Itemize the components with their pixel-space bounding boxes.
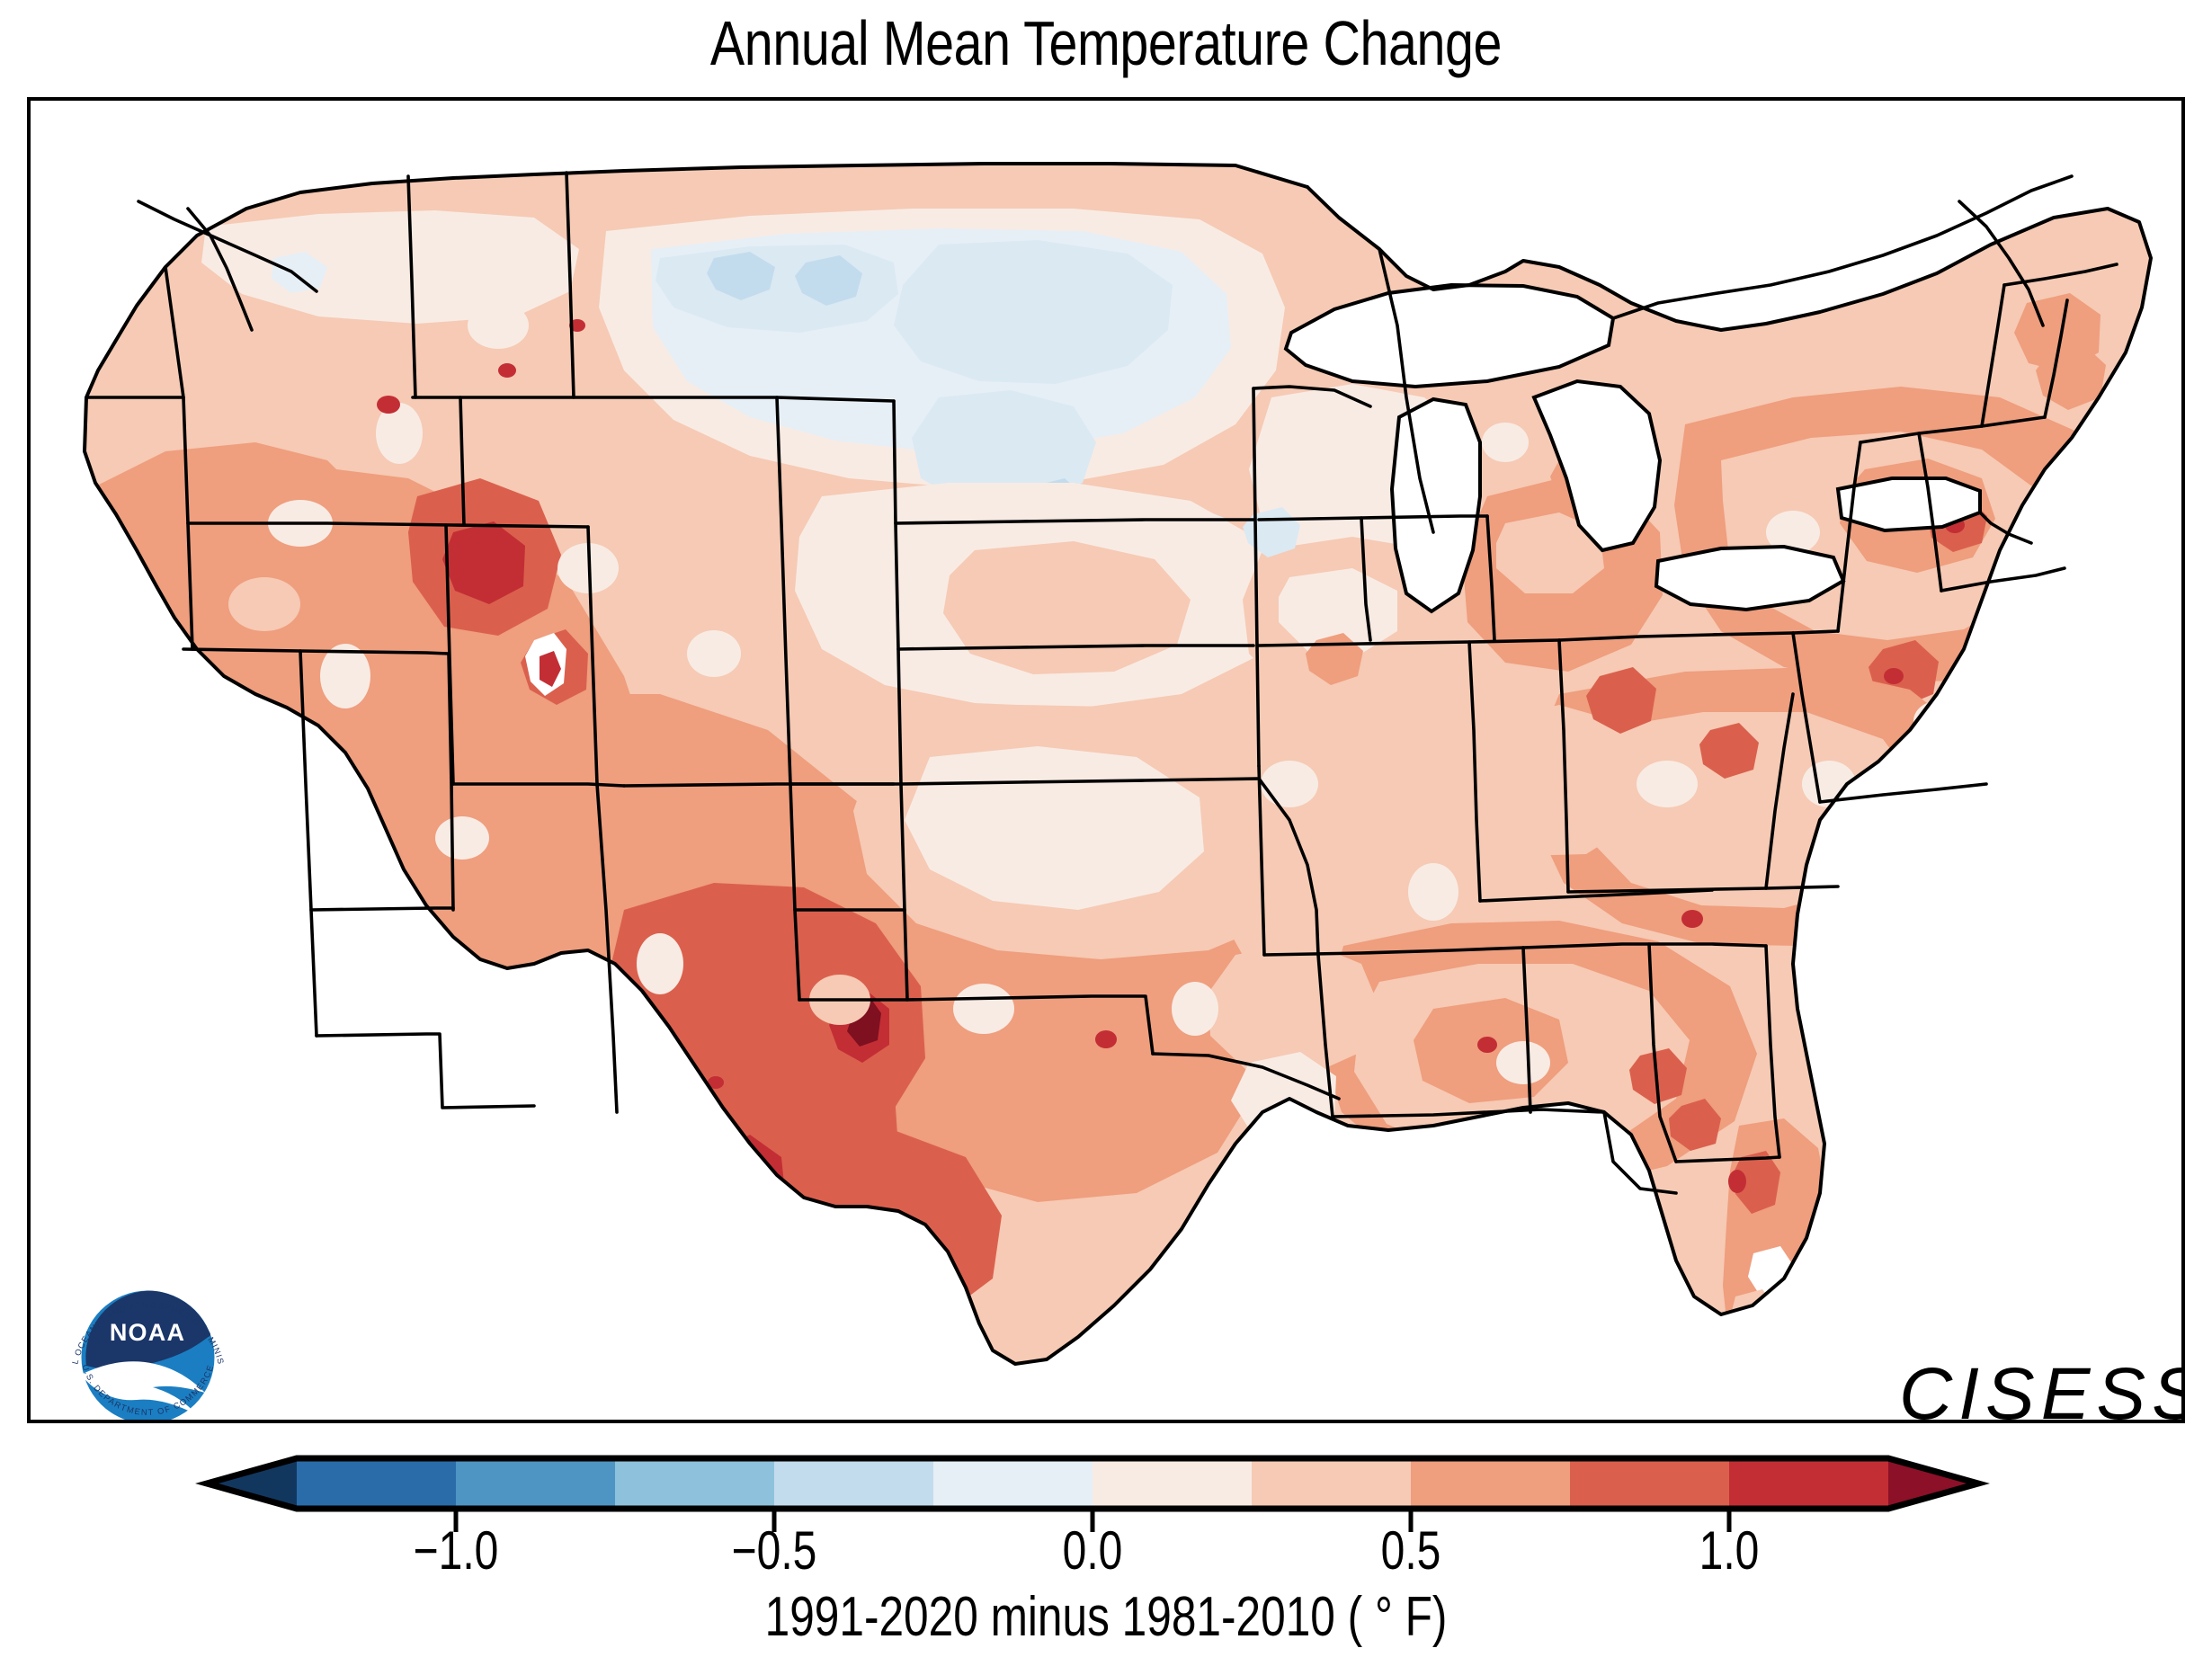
colorbar-tick-label: 0.5 <box>1380 1520 1441 1581</box>
colorbar-axis-label: 1991-2020 minus 1981-2010 ( ° F) <box>764 1585 1448 1648</box>
colorbar-band <box>615 1458 775 1509</box>
colorbar-over-arrow <box>1888 1458 1978 1509</box>
colorbar-tick-labels: −1.0 −0.5 0.0 0.5 1.0 <box>0 1519 2212 1591</box>
cisess-logo: CISESS Cooperative Institute for Satelli… <box>1899 1353 2185 1423</box>
cisess-wordmark: CISESS <box>1899 1353 2185 1423</box>
colorbar-band <box>1093 1458 1253 1509</box>
colorbar-band <box>1252 1458 1412 1509</box>
colorbar-under-arrow <box>207 1458 297 1509</box>
colorbar-band <box>1411 1458 1571 1509</box>
colorbar-tick-label: 1.0 <box>1699 1520 1760 1581</box>
colorbar <box>0 1435 2212 1552</box>
colorbar-band <box>456 1458 616 1509</box>
svg-text:NOAA: NOAA <box>110 1319 185 1346</box>
noaa-seal-svg: NOAA NATIONAL OCEANIC AND ATMOSPHERIC AD… <box>56 1265 238 1420</box>
temperature-change-map <box>83 162 2153 1366</box>
temperature-fill-layer <box>85 164 2151 1364</box>
colorbar-band <box>1570 1458 1730 1509</box>
colorbar-band <box>297 1458 457 1509</box>
colorbar-tick-label: 0.0 <box>1062 1520 1123 1581</box>
colorbar-tick-label: −1.0 <box>413 1520 499 1581</box>
colorbar-band <box>774 1458 934 1509</box>
colorbar-outline <box>195 1455 1990 1512</box>
state-boundaries <box>83 162 2153 1366</box>
colorbar-band <box>1729 1458 1889 1509</box>
colorbar-band <box>933 1458 1093 1509</box>
noaa-logo: NOAA NATIONAL OCEANIC AND ATMOSPHERIC AD… <box>56 1265 240 1420</box>
map-panel: NOAA NATIONAL OCEANIC AND ATMOSPHERIC AD… <box>27 97 2185 1423</box>
page-title: Annual Mean Temperature Change <box>709 8 1503 78</box>
great-lakes <box>1283 282 1982 614</box>
colorbar-svg <box>195 1455 1990 1532</box>
colorbar-tick-label: −0.5 <box>731 1520 817 1581</box>
